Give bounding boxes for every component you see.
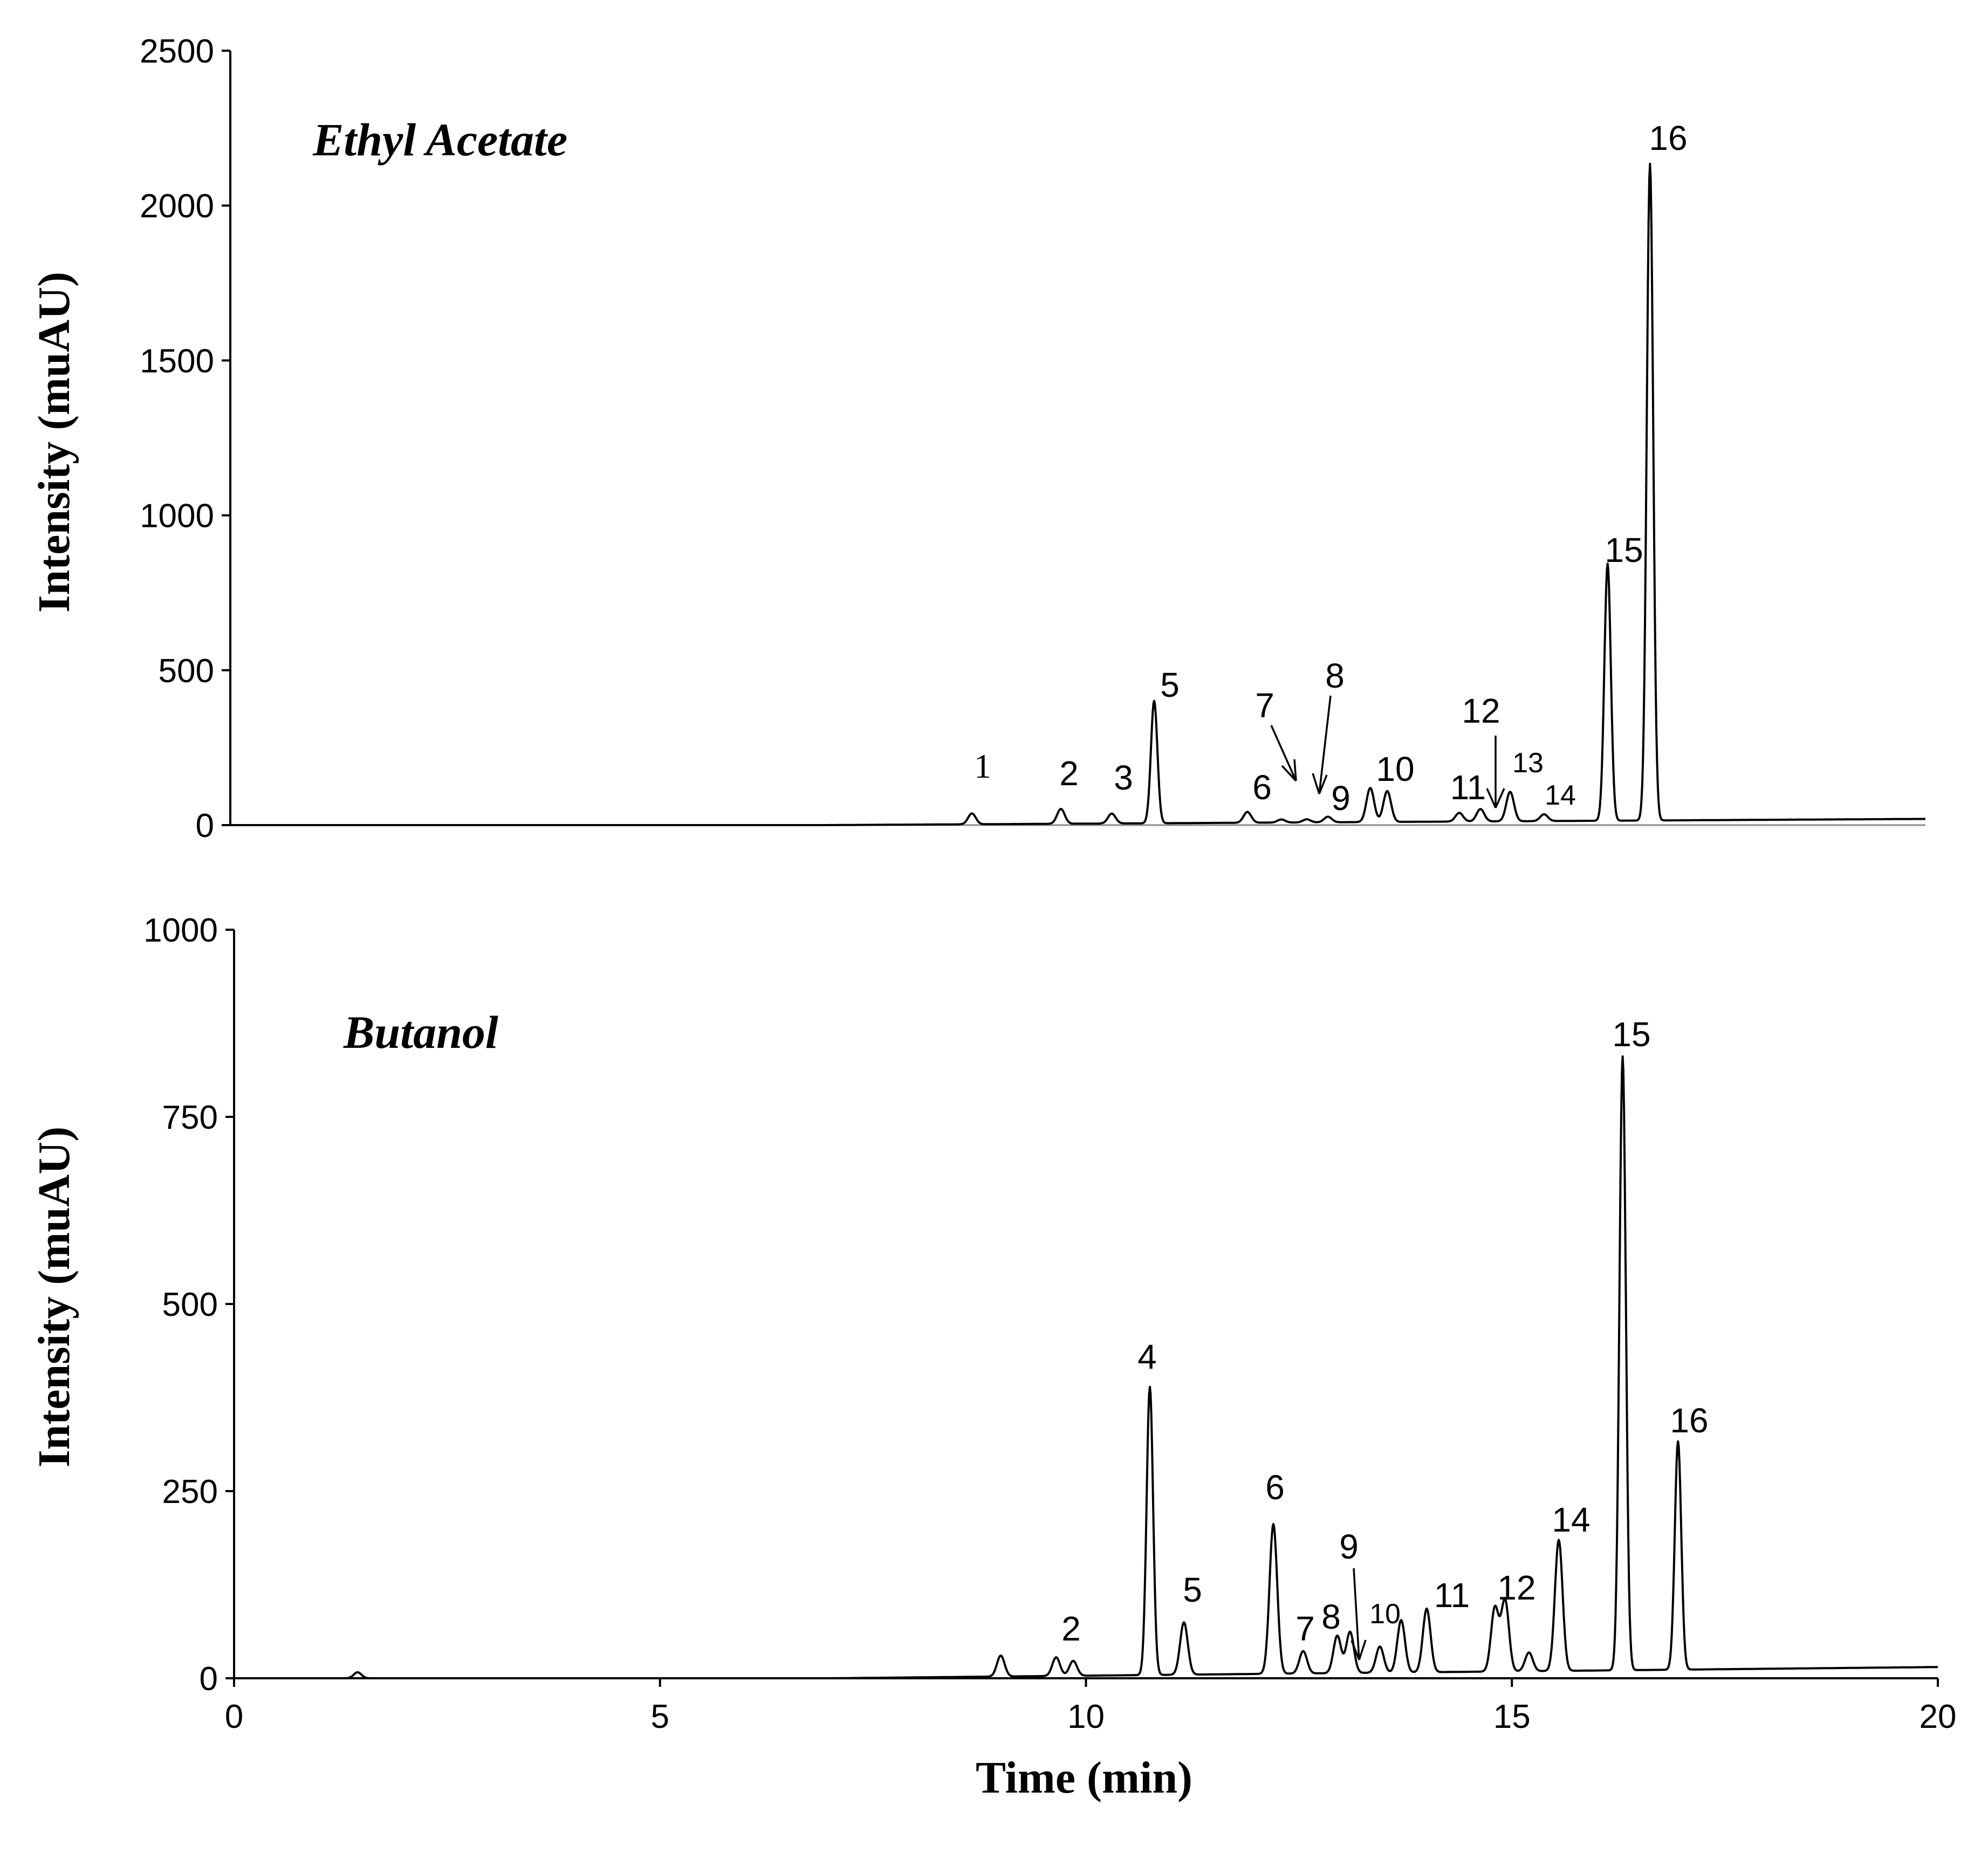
peak-label: 14 [1545,780,1576,811]
peak-apex [1246,813,1249,815]
y-tick-label: 750 [162,1099,218,1136]
arrows-butanol [1351,1568,1367,1660]
peak-label: 7 [1255,686,1274,725]
y-tick-label: 250 [162,1473,218,1511]
arrow-peak-12 [1486,736,1505,808]
peak-label: 10 [1369,1598,1401,1630]
peak-labels-ethyl-acetate: 1 2 3 5 6 7 8 9 10 11 12 13 14 15 16 [974,119,1688,818]
peak-label: 4 [1137,1337,1157,1376]
peak-label: 9 [1331,779,1351,818]
peak-markers-ethyl-acetate [971,167,1651,823]
x-tick-label: 20 [1920,1698,1957,1735]
y-tick-label: 1000 [140,498,214,535]
peak-label: 8 [1321,1597,1341,1636]
peak-label: 15 [1605,531,1643,569]
peak-markers-butanol [357,1063,1679,1673]
peak-label: 2 [1061,1609,1081,1648]
trace-ethyl-acetate [230,162,1926,826]
peak-label: 3 [1114,758,1133,797]
panel-title-butanol: Butanol [343,1006,498,1058]
y-tick-label: 1000 [143,912,218,949]
peak-label: 1 [974,747,991,785]
peak-apex [1327,819,1329,821]
y-axis-title-butanol: Intensity (muAU) [29,1127,79,1467]
y-tick-label: 500 [162,1286,218,1323]
y-ticks-butanol: 0 250 500 750 1000 [143,912,234,1698]
panel-ethyl-acetate: 0 500 1000 1500 2000 2500 Ethyl Acetate 1 2 3… [29,33,1926,845]
y-tick-label: 0 [196,807,214,845]
x-axis-title: Time (min) [976,1753,1192,1803]
y-tick-label: 1500 [140,342,214,380]
peak-label: 10 [1376,750,1414,788]
peak-label: 16 [1649,119,1687,157]
peak-apex [1479,812,1482,814]
x-tick-label: 10 [1067,1698,1105,1735]
peak-label: 7 [1295,1609,1315,1648]
peak-label: 5 [1160,665,1180,704]
y-tick-label: 2000 [140,188,214,225]
peak-label: 12 [1497,1568,1535,1607]
x-ticks-butanol: 0 5 10 15 20 [225,1678,1957,1735]
peak-labels-butanol: 2 4 5 6 7 8 9 10 11 12 14 15 16 [1061,1015,1708,1648]
peak-apex [1280,821,1283,823]
peak-apex [1336,1640,1338,1642]
peak-label: 13 [1512,747,1544,779]
peak-label: 9 [1339,1527,1359,1566]
peak-label: 6 [1252,768,1272,807]
peak-label: 14 [1552,1500,1590,1539]
arrow-peak-7 [1270,725,1297,782]
arrows-ethyl-acetate [1270,695,1505,808]
trace-butanol [234,1055,1938,1679]
panel-butanol: 0 250 500 750 1000 0 5 10 15 20 Butanol 2 4 5 6 … [29,912,1956,1803]
peak-apex [1458,815,1461,818]
x-tick-label: 0 [225,1698,243,1735]
peak-label: 8 [1325,656,1345,695]
arrow-peak-8 [1312,695,1332,794]
peak-apex [1379,1651,1381,1653]
peak-apex [1306,821,1308,823]
y-tick-label: 0 [200,1660,218,1698]
peak-apex [1543,817,1545,819]
y-tick-label: 2500 [140,33,214,70]
peak-label: 6 [1265,1468,1285,1507]
peak-apex [1528,1658,1530,1660]
arrow-peak-9 [1351,1568,1367,1660]
y-tick-label: 500 [159,653,214,690]
peak-label: 11 [1434,1576,1470,1615]
peak-label: 2 [1059,754,1079,793]
peak-label: 15 [1612,1015,1650,1054]
panel-title-ethyl-acetate: Ethyl Acetate [312,114,567,166]
y-ticks-ethyl-acetate: 0 500 1000 1500 2000 2500 [140,33,230,845]
x-tick-label: 5 [651,1698,669,1735]
peak-label: 12 [1462,691,1500,730]
y-axis-title-ethyl-acetate: Intensity (muAU) [29,272,79,613]
peak-label: 16 [1670,1401,1708,1440]
peak-label: 11 [1450,768,1486,807]
x-tick-label: 15 [1493,1698,1531,1735]
peak-label: 5 [1183,1570,1202,1609]
peak-apex [1302,1655,1304,1657]
